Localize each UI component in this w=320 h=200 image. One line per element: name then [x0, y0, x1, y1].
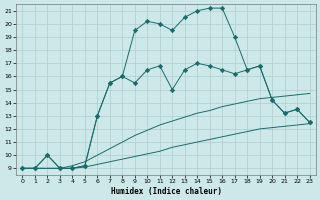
X-axis label: Humidex (Indice chaleur): Humidex (Indice chaleur): [110, 187, 221, 196]
